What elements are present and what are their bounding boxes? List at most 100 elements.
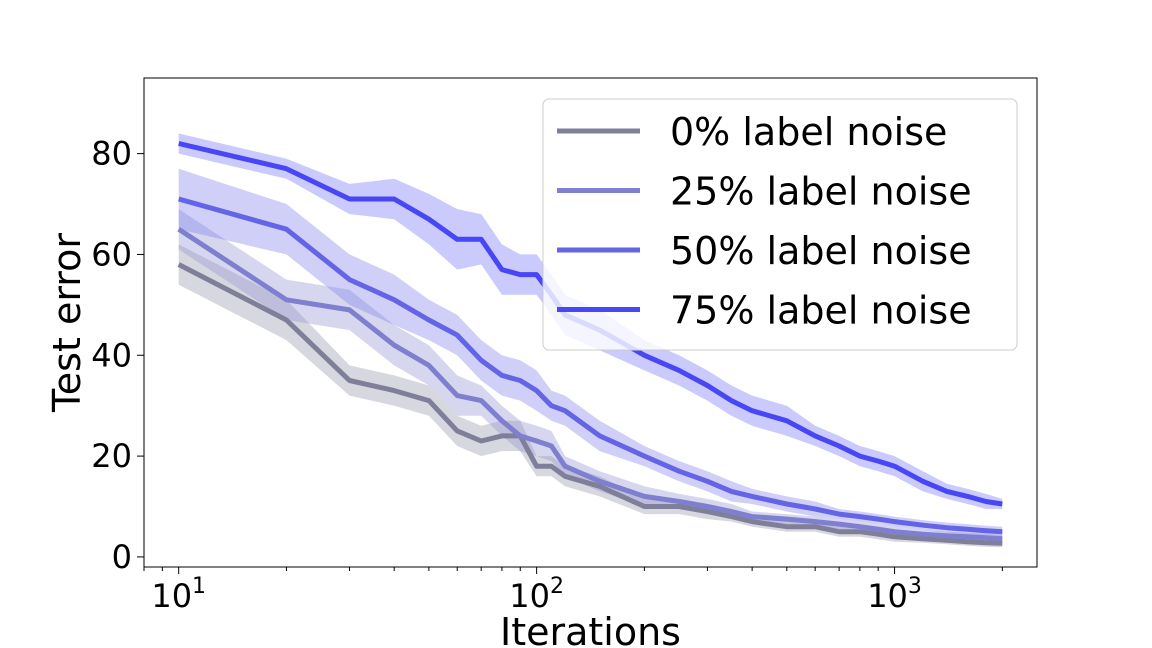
data-point-series-1 [480,399,483,402]
data-point-series-1 [500,419,503,422]
data-point-series-0 [945,539,948,542]
data-point-series-0 [456,429,459,432]
data-point-series-3 [706,384,709,387]
data-point-series-3 [751,409,754,412]
data-point-series-2 [984,529,987,532]
data-point-series-0 [877,533,880,536]
data-point-series-3 [500,268,503,271]
x-tick-label: 101 [151,574,206,615]
data-point-series-1 [1001,537,1004,540]
data-point-series-0 [550,465,553,468]
data-point-series-3 [285,167,288,170]
data-point-series-2 [858,515,861,518]
data-point-series-0 [678,505,681,508]
data-point-series-0 [348,379,351,382]
y-tick-label: 40 [91,336,132,374]
data-point-series-1 [550,445,553,448]
data-point-series-2 [535,389,538,392]
data-point-series-3 [480,238,483,241]
data-point-series-1 [751,515,754,518]
data-point-series-3 [519,273,522,276]
data-point-series-1 [678,500,681,503]
data-point-series-1 [945,534,948,537]
data-point-series-2 [598,434,601,437]
data-point-series-3 [456,238,459,241]
data-point-series-1 [921,533,924,536]
x-tick-label: 103 [867,574,922,615]
data-point-series-0 [285,319,288,322]
series-lines [177,141,1004,546]
data-point-series-3 [838,445,841,448]
data-point-series-0 [838,530,841,533]
data-point-series-1 [427,364,430,367]
data-point-series-0 [984,541,987,544]
data-point-series-3 [535,273,538,276]
data-point-series-2 [945,526,948,529]
data-point-series-1 [177,228,180,231]
plot-area-frame [143,77,1038,568]
y-tick-label: 60 [91,235,132,273]
data-point-series-2 [921,524,924,527]
data-point-series-0 [598,485,601,488]
data-point-series-0 [706,510,709,513]
data-point-series-1 [984,536,987,539]
data-point-series-2 [751,495,754,498]
confidence-band-series-0 [178,244,1003,548]
data-point-series-1 [456,394,459,397]
legend-box [542,98,1018,351]
y-tick-label: 20 [91,437,132,475]
data-point-series-0 [535,465,538,468]
data-point-series-2 [893,520,896,523]
data-point-series-1 [785,518,788,521]
data-point-series-0 [893,535,896,538]
data-point-series-0 [500,434,503,437]
legend-label: 75% label noise [670,289,972,333]
data-point-series-2 [177,198,180,201]
data-point-series-2 [500,374,503,377]
data-point-series-2 [550,404,553,407]
series-line-2 [178,196,1003,535]
data-point-series-2 [706,480,709,483]
data-point-series-2 [427,319,430,322]
data-point-series-1 [730,510,733,513]
data-point-series-1 [348,308,351,311]
series-line-1 [177,227,1003,542]
data-point-series-0 [814,525,817,528]
data-point-series-3 [893,465,896,468]
data-point-series-1 [285,298,288,301]
data-point-series-2 [393,298,396,301]
data-point-series-3 [348,198,351,201]
data-point-series-3 [730,399,733,402]
data-point-series-3 [921,480,924,483]
series-line-0 [177,262,1003,546]
data-point-series-0 [751,520,754,523]
data-point-series-2 [730,490,733,493]
data-point-series-1 [519,434,522,437]
data-point-series-3 [393,198,396,201]
data-point-series-2 [966,528,969,531]
data-point-series-1 [858,525,861,528]
y-axis-ticks: 0 20 40 60 80 [91,135,144,576]
data-point-series-1 [706,505,709,508]
legend-label: 0% label noise [670,110,947,154]
data-point-series-3 [785,419,788,422]
data-point-series-3 [427,218,430,221]
y-tick-label: 80 [91,135,132,173]
data-point-series-2 [785,503,788,506]
data-point-series-0 [858,530,861,533]
data-point-series-0 [785,525,788,528]
data-point-series-1 [643,495,646,498]
data-point-series-2 [877,518,880,521]
data-point-series-1 [535,440,538,443]
legend-label: 50% label noise [670,229,972,273]
series-line-3 [178,141,1003,507]
y-axis-label: Test error [45,233,89,413]
data-point-series-2 [814,508,817,511]
data-point-series-1 [814,520,817,523]
data-point-series-3 [643,354,646,357]
x-axis-label: Iterations [500,610,681,648]
data-point-series-3 [945,490,948,493]
data-point-series-2 [838,513,841,516]
data-point-series-1 [564,465,567,468]
